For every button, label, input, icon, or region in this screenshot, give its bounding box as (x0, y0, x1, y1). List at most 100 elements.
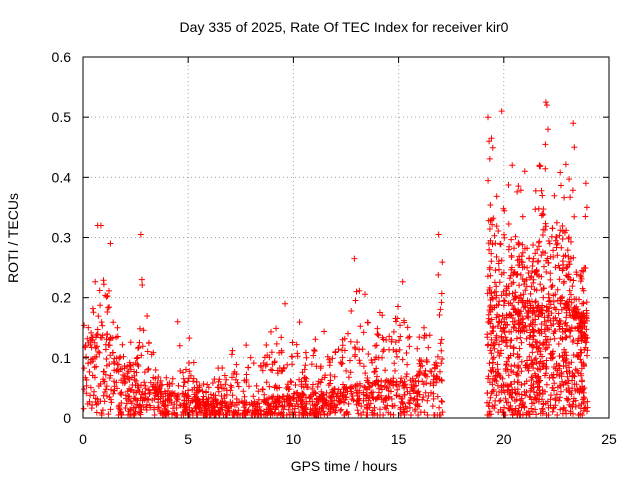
data-point (360, 391, 367, 398)
data-point (190, 359, 197, 366)
data-point (501, 404, 508, 411)
data-point (562, 327, 569, 334)
data-point (135, 344, 142, 351)
data-point (81, 365, 88, 372)
data-point (560, 280, 567, 287)
data-point (533, 389, 540, 396)
data-point (324, 412, 331, 418)
data-point (99, 407, 106, 414)
data-point (571, 144, 578, 151)
data-point (306, 395, 313, 402)
data-point (181, 397, 188, 404)
data-point (515, 183, 522, 190)
x-tick-label: 15 (391, 431, 407, 447)
data-point (485, 373, 492, 380)
data-point (518, 339, 525, 346)
data-point (578, 273, 585, 280)
data-point (508, 381, 515, 388)
data-point (109, 349, 116, 356)
grid-lines (83, 57, 609, 418)
data-point (560, 363, 567, 370)
data-point (535, 375, 542, 382)
data-point (302, 412, 309, 418)
data-point (179, 409, 186, 415)
data-point (519, 249, 526, 256)
data-point (309, 385, 316, 392)
data-point (541, 326, 548, 333)
data-point (246, 383, 252, 390)
data-point (521, 264, 528, 270)
data-point (91, 374, 98, 381)
data-point (364, 392, 371, 399)
data-point (391, 402, 398, 409)
data-point (137, 409, 144, 416)
data-point (529, 374, 536, 381)
data-point (509, 406, 515, 413)
data-point (486, 360, 493, 367)
data-point (514, 311, 521, 318)
data-point (414, 345, 421, 352)
data-point (520, 291, 527, 298)
data-point (510, 296, 517, 303)
data-point (303, 354, 310, 361)
data-point (515, 408, 522, 415)
data-point (144, 313, 151, 319)
data-point (557, 406, 564, 413)
data-point (268, 328, 274, 335)
data-point (516, 240, 523, 247)
data-point (529, 321, 536, 328)
data-point (511, 321, 518, 328)
data-point (267, 366, 274, 373)
data-point (327, 394, 334, 401)
data-point (298, 381, 305, 388)
data-point (111, 387, 118, 394)
data-point (423, 380, 430, 386)
data-point (166, 380, 173, 386)
data-point (273, 340, 280, 347)
data-point (498, 108, 505, 115)
data-point (517, 334, 524, 341)
data-point (546, 305, 553, 312)
data-point (355, 410, 362, 417)
data-point (170, 405, 176, 412)
data-point (390, 346, 397, 353)
data-point (539, 387, 546, 394)
data-point (100, 277, 107, 284)
data-point (388, 396, 395, 402)
data-point (488, 258, 495, 265)
data-point (345, 374, 352, 381)
data-point (484, 390, 491, 396)
data-point (106, 342, 113, 349)
data-point (185, 395, 192, 402)
data-point (552, 328, 559, 334)
data-point (540, 285, 547, 292)
data-point (398, 375, 405, 382)
data-point (523, 362, 530, 369)
data-point (517, 397, 524, 404)
data-point (569, 385, 576, 392)
data-point (301, 408, 308, 415)
data-point (555, 341, 562, 347)
data-point (127, 398, 134, 405)
data-point (330, 391, 337, 398)
data-point (250, 393, 257, 400)
data-point (530, 242, 536, 248)
data-point (311, 348, 318, 354)
data-point (281, 396, 288, 403)
data-point (264, 361, 270, 368)
data-point (222, 399, 229, 406)
data-point (508, 363, 515, 370)
data-point (283, 385, 290, 392)
data-point (404, 324, 411, 331)
data-point (438, 290, 445, 297)
data-point (486, 155, 493, 162)
data-point (380, 346, 387, 353)
data-point (113, 355, 120, 362)
data-point (116, 405, 122, 412)
data-point (489, 241, 496, 248)
data-point (498, 384, 505, 391)
data-points (80, 99, 591, 418)
data-point (412, 408, 418, 414)
data-point (497, 350, 504, 357)
data-point (490, 341, 497, 348)
